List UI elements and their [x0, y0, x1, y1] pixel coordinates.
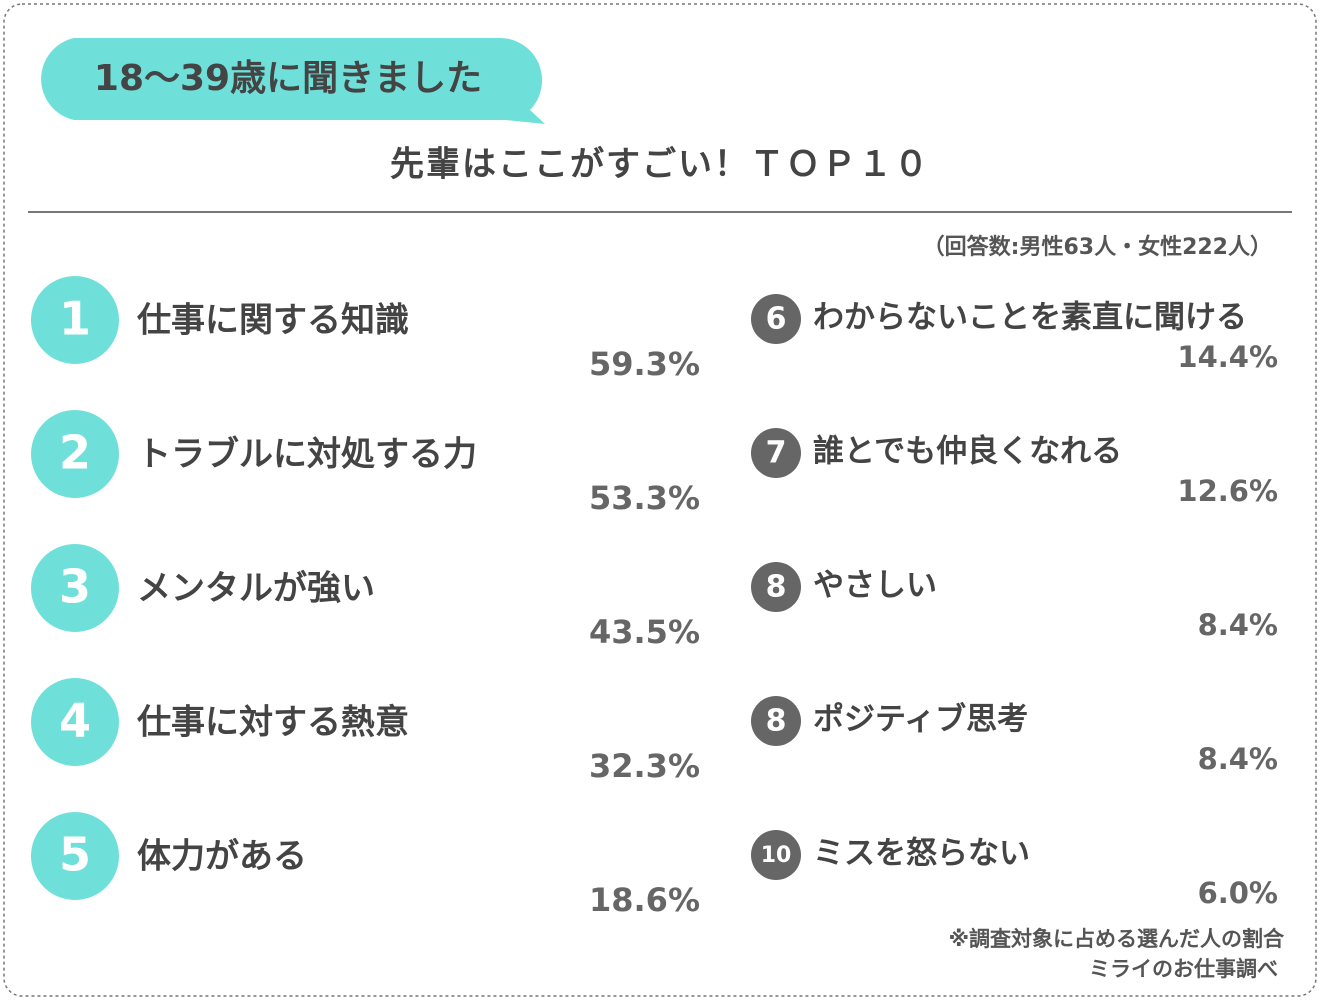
rank-circle: [751, 830, 801, 880]
item-value: 8.4%: [1198, 608, 1278, 642]
rank-number: 10: [761, 843, 792, 868]
rank-number: 2: [59, 426, 91, 480]
rank-circle: [31, 812, 119, 900]
item-value: 8.4%: [1198, 742, 1278, 776]
item-label: 仕事に関する知識: [137, 301, 409, 341]
item-label: わからないことを素直に聞ける: [813, 300, 1247, 336]
item-label: 誰とでも仲良くなれる: [813, 434, 1122, 470]
footer-source: ミライのお仕事調べ: [1089, 957, 1278, 981]
item-value: 59.3%: [589, 345, 700, 383]
rank-circle: [31, 276, 119, 364]
item-label: ミスを怒らない: [813, 836, 1030, 872]
item-label: 仕事に対する熱意: [137, 703, 409, 743]
rank-circle: [751, 562, 801, 612]
rank-number: 1: [59, 292, 91, 346]
rank-number: 8: [766, 704, 787, 739]
footer-note: ※調査対象に占める選んだ人の割合: [949, 927, 1285, 951]
item-value: 14.4%: [1177, 340, 1278, 374]
rank-circle: [751, 696, 801, 746]
rank-circle: [751, 428, 801, 478]
rank-number: 7: [766, 436, 787, 471]
item-label: ポジティブ思考: [813, 702, 1028, 738]
item-value: 18.6%: [589, 881, 700, 919]
rank-circle: [31, 678, 119, 766]
rank-circle: [31, 410, 119, 498]
rank-circle: [751, 294, 801, 344]
item-value: 53.3%: [589, 479, 700, 517]
rank-number: 8: [766, 570, 787, 605]
rank-number: 5: [59, 828, 91, 882]
rank-number: 4: [59, 694, 91, 748]
badge-text: 18〜39歳に聞きました: [94, 58, 482, 99]
item-label: 体力がある: [137, 837, 307, 877]
title: 先輩はここがすごい！ＴＯＰ１０: [390, 145, 930, 185]
item-value: 6.0%: [1198, 876, 1278, 910]
item-label: メンタルが強い: [137, 569, 375, 609]
item-value: 43.5%: [589, 613, 700, 651]
item-value: 12.6%: [1177, 474, 1278, 508]
badge: [41, 38, 546, 124]
rank-number: 6: [766, 302, 787, 337]
rank-number: 3: [59, 560, 91, 614]
respondents-note: （回答数:男性63人・女性222人）: [923, 234, 1272, 260]
item-label: やさしい: [813, 568, 937, 604]
item-value: 32.3%: [589, 747, 700, 785]
rank-circle: [31, 544, 119, 632]
frame: [3, 3, 1317, 997]
item-label: トラブルに対処する力: [137, 435, 477, 475]
